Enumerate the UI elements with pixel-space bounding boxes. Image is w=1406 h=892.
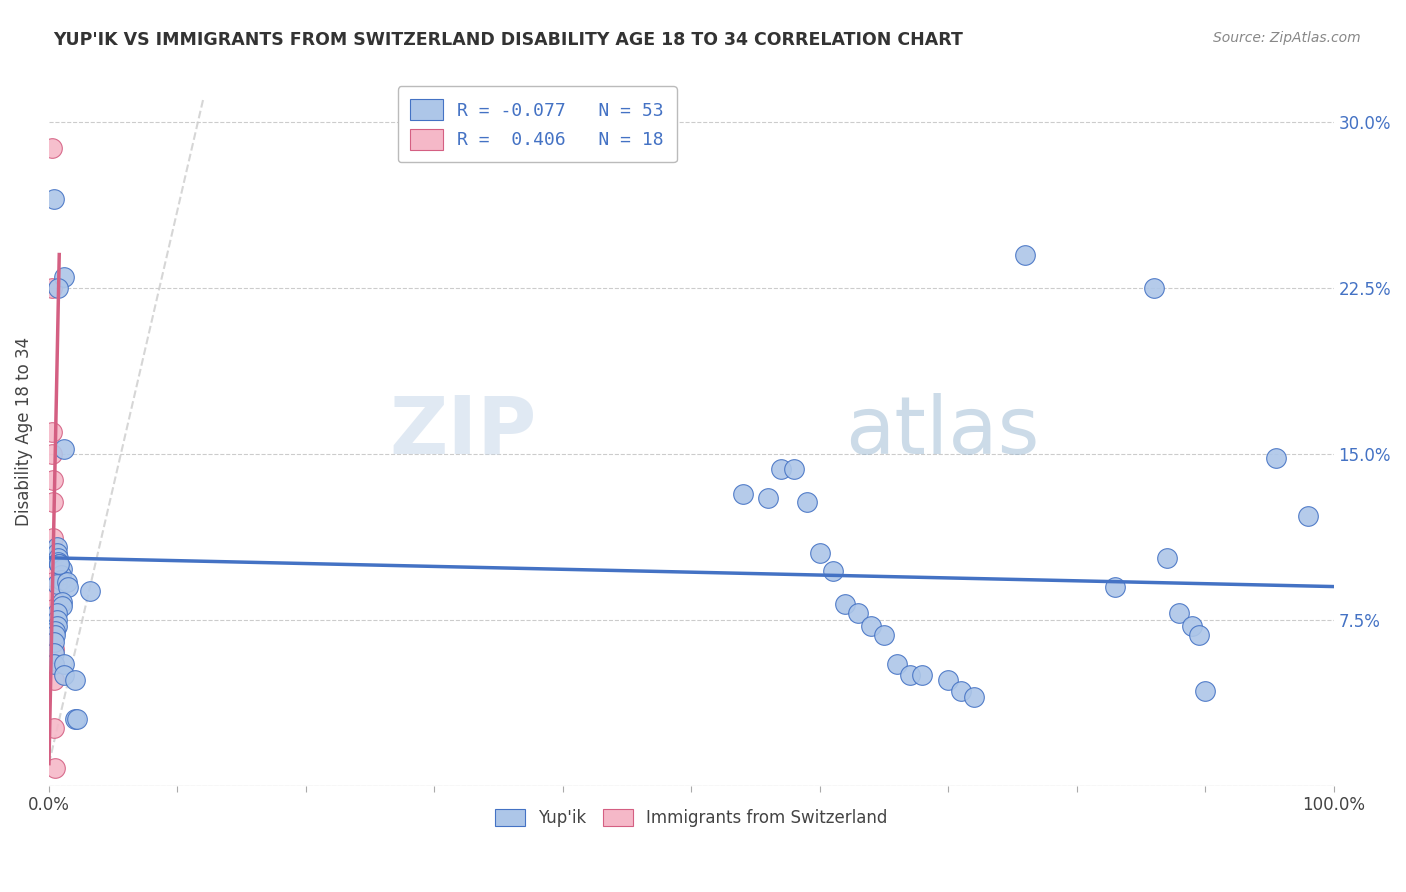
Point	[949, 683, 972, 698]
Point	[783, 462, 806, 476]
Point	[1194, 683, 1216, 698]
Point	[42, 628, 65, 642]
Point	[45, 606, 67, 620]
Point	[42, 673, 65, 687]
Point	[1168, 606, 1191, 620]
Point	[42, 531, 65, 545]
Point	[51, 599, 73, 614]
Point	[44, 624, 66, 638]
Point	[1143, 281, 1166, 295]
Point	[42, 615, 65, 629]
Point	[66, 712, 89, 726]
Point	[963, 690, 986, 705]
Point	[42, 635, 65, 649]
Point	[63, 673, 86, 687]
Point	[41, 141, 63, 155]
Point	[898, 668, 921, 682]
Point	[46, 281, 69, 295]
Point	[42, 641, 65, 656]
Point	[873, 628, 896, 642]
Point	[1188, 628, 1211, 642]
Point	[53, 442, 76, 457]
Point	[796, 495, 818, 509]
Legend: Yup'ik, Immigrants from Switzerland: Yup'ik, Immigrants from Switzerland	[488, 803, 894, 834]
Point	[886, 657, 908, 671]
Point	[821, 564, 844, 578]
Point	[45, 540, 67, 554]
Point	[42, 192, 65, 206]
Point	[846, 606, 869, 620]
Text: Source: ZipAtlas.com: Source: ZipAtlas.com	[1213, 31, 1361, 45]
Point	[42, 721, 65, 735]
Point	[51, 562, 73, 576]
Point	[42, 646, 65, 660]
Point	[42, 495, 65, 509]
Point	[41, 425, 63, 439]
Point	[1264, 451, 1286, 466]
Text: YUP'IK VS IMMIGRANTS FROM SWITZERLAND DISABILITY AGE 18 TO 34 CORRELATION CHART: YUP'IK VS IMMIGRANTS FROM SWITZERLAND DI…	[53, 31, 963, 49]
Point	[860, 619, 883, 633]
Point	[42, 575, 65, 590]
Point	[1296, 508, 1319, 523]
Point	[44, 628, 66, 642]
Point	[41, 281, 63, 295]
Point	[48, 558, 70, 572]
Point	[53, 668, 76, 682]
Text: ZIP: ZIP	[389, 392, 537, 471]
Point	[42, 657, 65, 671]
Point	[44, 761, 66, 775]
Point	[1156, 550, 1178, 565]
Point	[56, 575, 79, 590]
Point	[42, 473, 65, 487]
Point	[42, 562, 65, 576]
Point	[41, 447, 63, 461]
Point	[53, 269, 76, 284]
Text: atlas: atlas	[845, 392, 1040, 471]
Point	[1104, 580, 1126, 594]
Y-axis label: Disability Age 18 to 34: Disability Age 18 to 34	[15, 337, 32, 526]
Point	[79, 584, 101, 599]
Point	[808, 546, 831, 560]
Point	[756, 491, 779, 505]
Point	[45, 613, 67, 627]
Point	[731, 486, 754, 500]
Point	[58, 580, 80, 594]
Point	[1181, 619, 1204, 633]
Point	[42, 589, 65, 603]
Point	[911, 668, 934, 682]
Point	[42, 657, 65, 671]
Point	[45, 619, 67, 633]
Point	[51, 595, 73, 609]
Point	[45, 577, 67, 591]
Point	[46, 555, 69, 569]
Point	[42, 601, 65, 615]
Point	[53, 657, 76, 671]
Point	[936, 673, 959, 687]
Point	[48, 558, 70, 572]
Point	[49, 573, 72, 587]
Point	[45, 546, 67, 560]
Point	[834, 597, 856, 611]
Point	[63, 712, 86, 726]
Point	[770, 462, 793, 476]
Point	[49, 568, 72, 582]
Point	[1014, 247, 1036, 261]
Point	[46, 550, 69, 565]
